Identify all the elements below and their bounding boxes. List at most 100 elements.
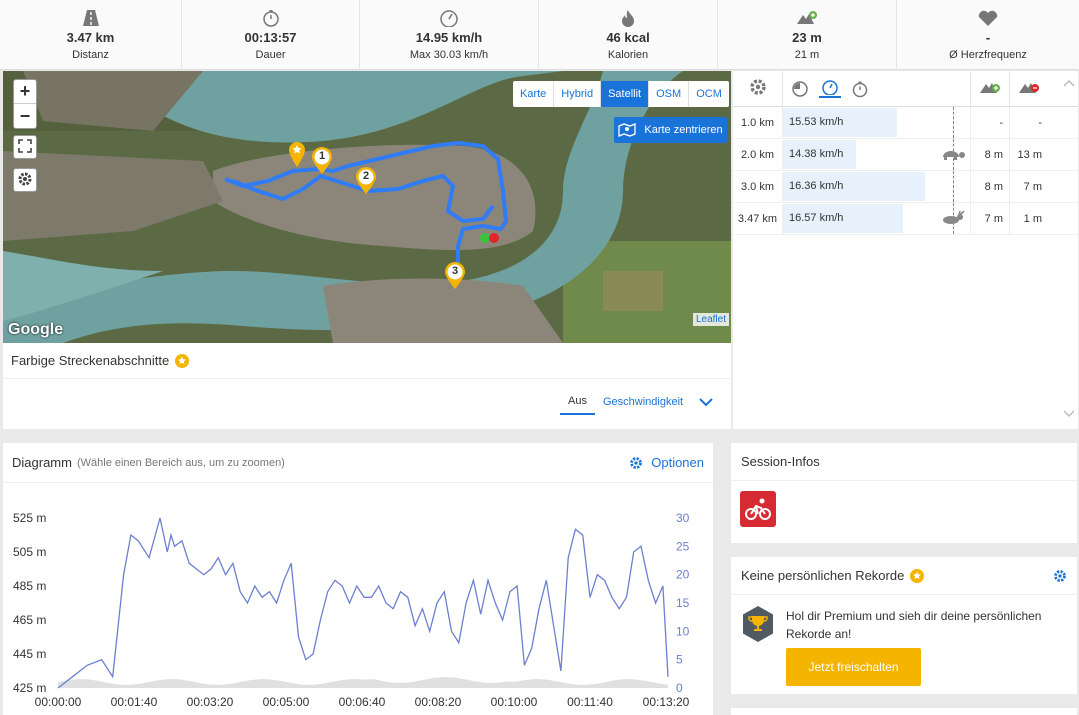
y-tick-left: 485 m — [13, 579, 46, 593]
records-panel: Keine persönlichen Rekorde Hol dir Premi… — [731, 557, 1077, 694]
segment-option-off[interactable]: Aus — [560, 389, 595, 415]
layer-hybrid[interactable]: Hybrid — [554, 81, 602, 107]
y-tick-right: 15 — [676, 596, 690, 610]
next-panel-edge — [731, 708, 1077, 715]
divider — [3, 378, 731, 379]
split-speed-cell: 16.36 km/h — [783, 171, 971, 202]
split-down: - — [1038, 116, 1042, 129]
route-marker-3[interactable]: 3 — [444, 261, 466, 289]
speed-tab-icon[interactable] — [819, 79, 841, 98]
split-speed-cell: 15.53 km/h — [783, 107, 971, 138]
split-distance: 3.47 km — [733, 203, 783, 234]
stat-label: 21 m — [794, 49, 820, 61]
satellite-map[interactable]: 1 2 3 + − Karte Hybrid Satellit OSM OCM — [3, 71, 731, 343]
session-info-title: Session-Infos — [741, 454, 820, 469]
stopwatch-icon — [262, 8, 280, 28]
stat-distance: 3.47 km Distanz — [0, 0, 182, 70]
split-up: 7 m — [971, 203, 1010, 234]
splits-metric-tabs — [783, 71, 971, 106]
records-text: Hol dir Premium und sieh dir deine persö… — [786, 609, 1042, 641]
split-down: 13 m — [1017, 148, 1042, 161]
turtle-icon — [940, 147, 966, 164]
segments-title: Farbige Streckenabschnitte — [11, 353, 190, 368]
split-speed: 14.38 km/h — [789, 148, 844, 160]
route-marker-2[interactable]: 2 — [355, 166, 377, 194]
split-distance: 3.0 km — [733, 171, 783, 202]
layer-osm[interactable]: OSM — [649, 81, 690, 107]
trophy-icon — [741, 605, 775, 646]
x-tick: 00:00:00 — [35, 695, 82, 709]
x-tick: 00:11:40 — [567, 695, 613, 709]
marker-label: 1 — [318, 150, 326, 162]
chevron-down-icon[interactable] — [699, 397, 713, 407]
layer-ocm[interactable]: OCM — [696, 88, 722, 100]
stopwatch-tab-icon[interactable] — [851, 80, 869, 98]
marker-label: 3 — [451, 265, 459, 277]
chart-panel: Diagramm (Wähle einen Bereich aus, um zu… — [3, 443, 713, 715]
leaflet-attribution-link[interactable]: Leaflet — [692, 313, 729, 326]
zoom-control: + − — [13, 79, 37, 129]
stat-value: 00:13:57 — [244, 30, 297, 45]
split-up: 8 m — [971, 171, 1010, 202]
stat-calories: 46 kcal Kalorien — [539, 0, 718, 70]
average-line — [953, 171, 954, 202]
stats-bar: 3.47 km Distanz 00:13:57 Dauer 14.95 km/… — [0, 0, 1079, 70]
elevation-speed-chart[interactable]: 525 m 505 m 485 m 465 m 445 m 425 m 30 25 20 15 1… — [3, 483, 713, 715]
elevation-up-icon — [979, 79, 1001, 98]
y-tick-left: 445 m — [13, 647, 46, 661]
heart-icon — [977, 8, 999, 28]
y-tick-left: 465 m — [13, 613, 46, 627]
average-line — [953, 107, 954, 138]
chart-options-button[interactable]: Optionen — [629, 455, 704, 470]
stat-label: Max 30.03 km/h — [409, 49, 489, 61]
center-map-label: Karte zentrieren — [644, 124, 723, 136]
center-map-button[interactable]: Karte zentrieren — [614, 117, 727, 143]
table-row: 1.0 km 15.53 km/h - - — [733, 107, 1078, 139]
fullscreen-button[interactable] — [13, 135, 37, 159]
stat-value: 46 kcal — [606, 30, 650, 45]
y-tick-left: 425 m — [13, 681, 46, 695]
split-distance: 1.0 km — [733, 107, 783, 138]
split-speed: 16.57 km/h — [789, 212, 844, 224]
splits-settings-button[interactable] — [733, 71, 783, 106]
zoom-out-button[interactable]: − — [19, 105, 31, 126]
split-speed-cell: 16.57 km/h — [783, 203, 971, 234]
layer-karte[interactable]: Karte — [513, 81, 555, 107]
stat-duration: 00:13:57 Dauer — [182, 0, 360, 70]
zoom-in-button[interactable]: + — [14, 80, 36, 104]
elevation-up-icon — [796, 8, 818, 28]
map-center-icon — [618, 123, 637, 137]
pace-tab-icon[interactable] — [791, 80, 809, 98]
scroll-down-icon[interactable] — [1063, 410, 1075, 421]
scroll-up-icon[interactable] — [1063, 79, 1075, 90]
premium-star-icon — [910, 568, 925, 583]
speedometer-icon — [438, 8, 460, 28]
table-row: 2.0 km 14.38 km/h 8 m 13 m — [733, 139, 1078, 171]
y-tick-right: 0 — [676, 681, 683, 695]
gear-icon — [629, 456, 643, 470]
scrollbar[interactable] — [1063, 79, 1075, 421]
bike-icon — [745, 497, 771, 521]
segment-option-speed[interactable]: Geschwindigkeit — [602, 396, 684, 408]
records-settings-button[interactable] — [1053, 569, 1067, 583]
split-speed: 16.36 km/h — [789, 180, 844, 192]
map-panel: 1 2 3 + − Karte Hybrid Satellit OSM OCM — [3, 71, 731, 429]
split-distance: 2.0 km — [733, 139, 783, 170]
elevation-area — [58, 677, 668, 688]
x-tick: 00:13:20 — [643, 695, 690, 709]
elevation-up-header — [971, 71, 1010, 106]
x-tick: 00:03:20 — [187, 695, 234, 709]
route-marker-start[interactable] — [288, 141, 306, 170]
marker-label: 2 — [362, 170, 370, 182]
unlock-premium-button[interactable]: Jetzt freischalten — [786, 648, 921, 686]
split-speed-cell: 14.38 km/h — [783, 139, 971, 170]
y-tick-right: 5 — [676, 653, 683, 667]
table-row: 3.0 km 16.36 km/h 8 m 7 m — [733, 171, 1078, 203]
route-marker-1[interactable]: 1 — [311, 146, 333, 174]
session-info-panel: Session-Infos — [731, 443, 1077, 543]
map-settings-button[interactable] — [13, 168, 37, 192]
split-speed-bar — [783, 108, 898, 137]
chart-options-label: Optionen — [651, 455, 704, 470]
layer-satellit[interactable]: Satellit — [601, 81, 650, 107]
y-tick-right: 10 — [676, 624, 690, 638]
